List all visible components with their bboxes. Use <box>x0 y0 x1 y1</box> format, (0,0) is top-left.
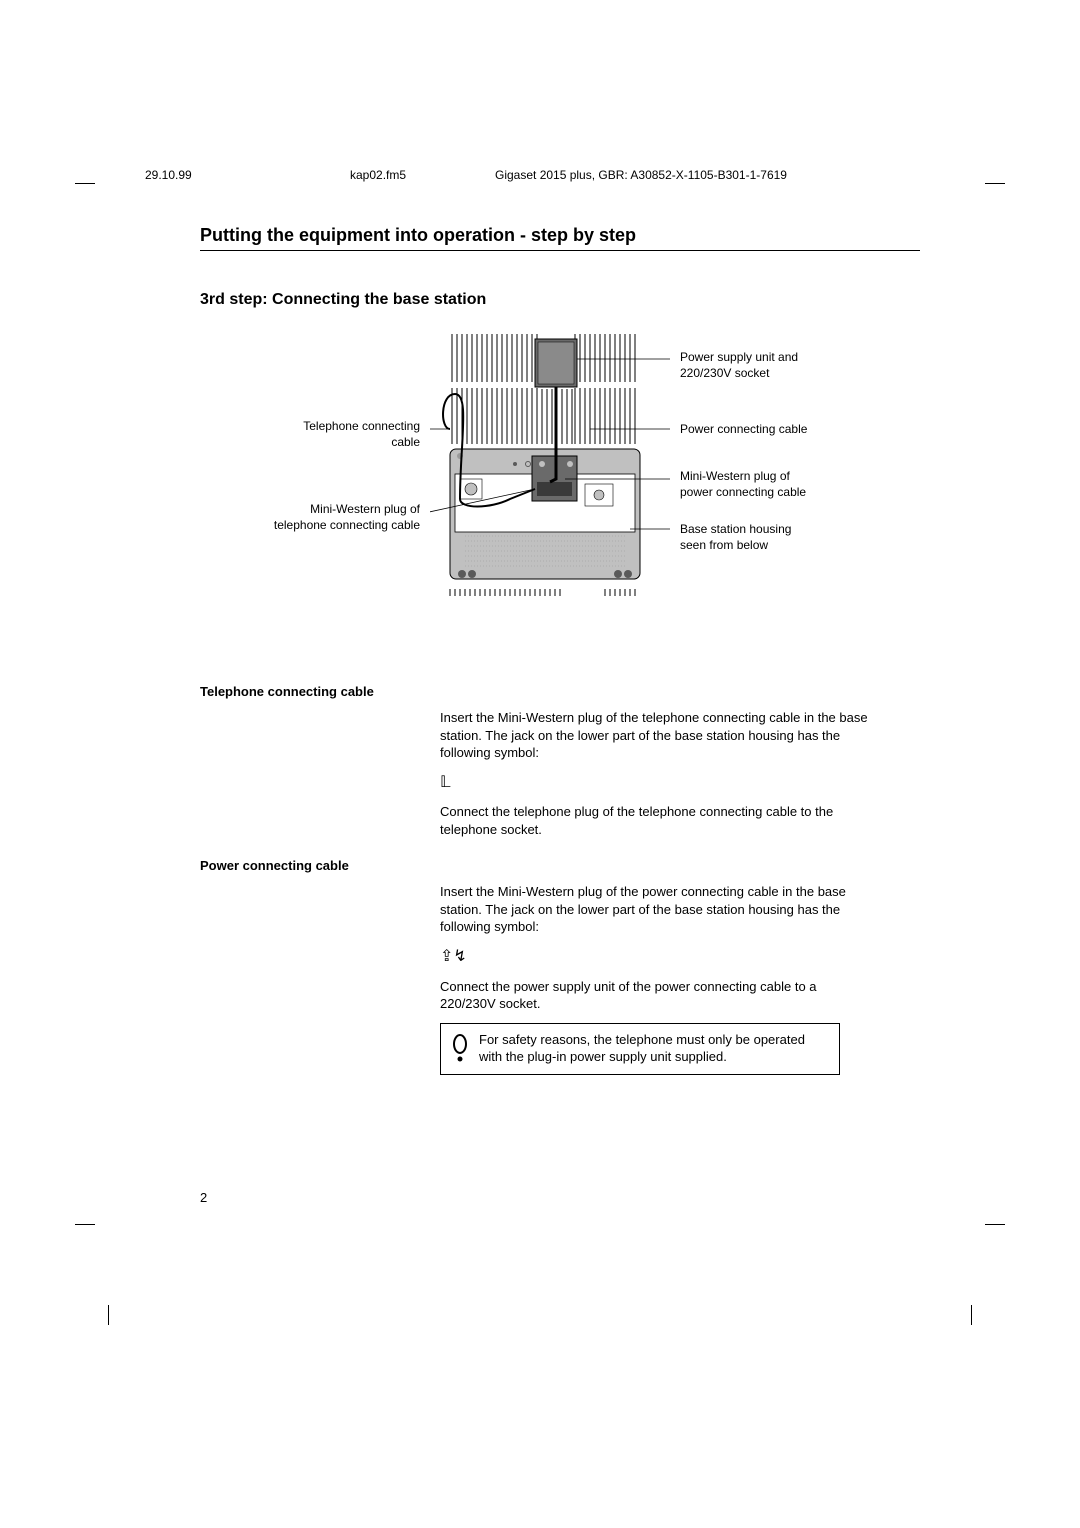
tel-cable-p1: Insert the Mini-Western plug of the tele… <box>440 709 870 762</box>
crop-mark <box>985 183 1005 184</box>
callout-text: Power supply unit and 220/230V socket <box>680 350 798 380</box>
callout-text: Power connecting cable <box>680 422 807 436</box>
pwr-symbol-icon: ⇪↯ <box>440 946 870 968</box>
pwr-cable-p1: Insert the Mini-Western plug of the powe… <box>440 883 870 936</box>
connection-diagram: Telephone connecting cable Mini-Western … <box>200 334 920 624</box>
section-rule <box>200 250 920 251</box>
callout-text: Telephone connecting cable <box>303 419 420 449</box>
crop-mark <box>75 1224 95 1225</box>
callout-text: Mini-Western plug of power connecting ca… <box>680 469 806 499</box>
crop-mark <box>985 1224 1005 1225</box>
attention-icon <box>451 1032 479 1066</box>
page-content: Putting the equipment into operation - s… <box>200 165 920 1075</box>
crop-mark <box>108 1305 109 1325</box>
callout-pwr-cable: Power connecting cable <box>680 422 880 438</box>
safety-note: For safety reasons, the telephone must o… <box>440 1023 840 1075</box>
safety-note-text: For safety reasons, the telephone must o… <box>479 1032 829 1066</box>
tel-cable-p2: Connect the telephone plug of the teleph… <box>440 803 870 838</box>
callout-psu: Power supply unit and 220/230V socket <box>680 350 880 381</box>
header-date: 29.10.99 <box>145 168 192 182</box>
pwr-cable-heading: Power connecting cable <box>200 858 920 873</box>
diagram-svg <box>430 334 670 614</box>
pwr-cable-body: Insert the Mini-Western plug of the powe… <box>440 883 870 1074</box>
tel-cable-heading: Telephone connecting cable <box>200 684 920 699</box>
tel-symbol-icon: 𝕃 <box>440 772 870 794</box>
callout-base-housing: Base station housing seen from below <box>680 522 880 553</box>
callout-tel-cable: Telephone connecting cable <box>220 419 420 450</box>
crop-mark <box>75 183 95 184</box>
callout-tel-plug: Mini-Western plug of telephone connectin… <box>210 502 420 533</box>
pwr-cable-p2: Connect the power supply unit of the pow… <box>440 978 870 1013</box>
section-title: Putting the equipment into operation - s… <box>200 225 920 246</box>
callout-pwr-plug: Mini-Western plug of power connecting ca… <box>680 469 880 500</box>
crop-mark <box>971 1305 972 1325</box>
step-title: 3rd step: Connecting the base station <box>200 291 920 309</box>
callout-text: Base station housing seen from below <box>680 522 791 552</box>
tel-cable-body: Insert the Mini-Western plug of the tele… <box>440 709 870 838</box>
page-number: 2 <box>200 1190 207 1205</box>
callout-text: Mini-Western plug of telephone connectin… <box>274 502 420 532</box>
